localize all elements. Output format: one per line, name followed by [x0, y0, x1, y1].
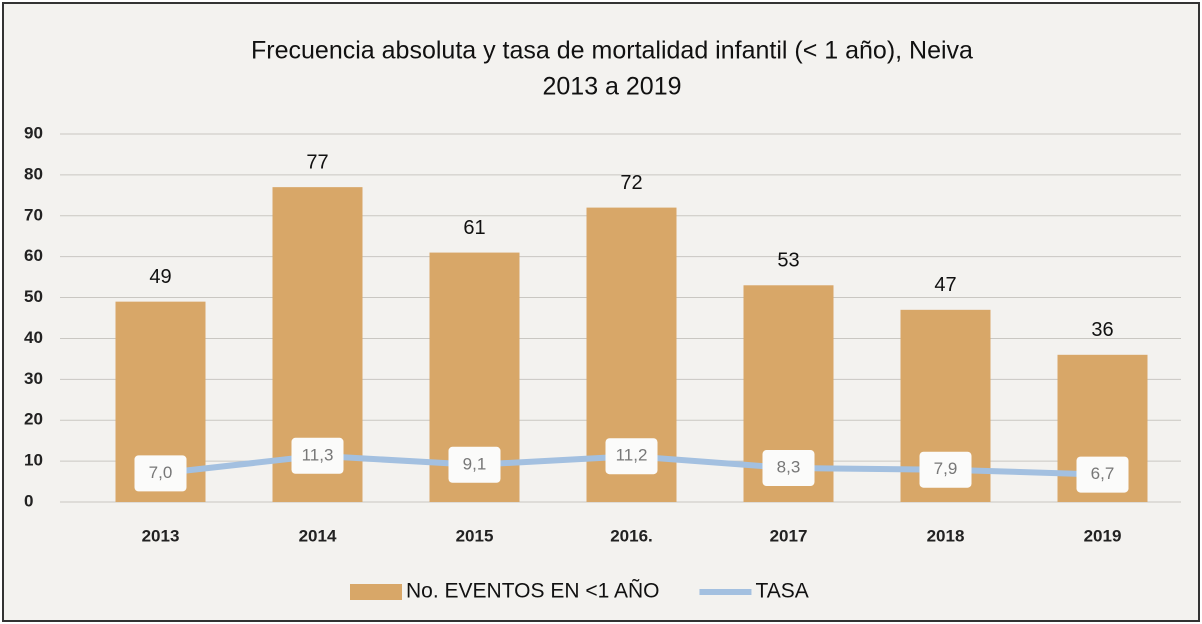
- chart-title: 2013 a 2019: [542, 73, 681, 101]
- bar-value-label: 49: [149, 266, 171, 288]
- bar-value-label: 77: [306, 151, 328, 173]
- bar-value-label: 72: [620, 172, 642, 194]
- bar-value-label: 36: [1091, 319, 1113, 341]
- y-tick-label: 90: [24, 123, 43, 142]
- point-value-label: 7,9: [934, 459, 958, 478]
- point-label-box: [605, 438, 658, 475]
- point-value-label: 9,1: [463, 454, 487, 473]
- y-tick-label: 70: [24, 205, 43, 224]
- legend-label: TASA: [755, 580, 808, 603]
- y-tick-label: 10: [24, 451, 43, 470]
- x-tick-label: 2016.: [610, 526, 653, 545]
- point-value-label: 8,3: [777, 458, 801, 477]
- x-tick-label: 2015: [456, 526, 494, 545]
- point-value-label: 11,2: [616, 446, 648, 465]
- point-value-label: 6,7: [1091, 464, 1115, 483]
- y-tick-label: 40: [24, 328, 43, 347]
- point-label-box: [762, 450, 815, 487]
- point-value-label: 11,3: [302, 445, 334, 464]
- y-tick-label: 30: [24, 369, 43, 388]
- point-label-box: [134, 455, 187, 492]
- x-tick-label: 2013: [142, 526, 180, 545]
- point-label-box: [448, 446, 501, 483]
- bar-value-label: 53: [777, 250, 799, 272]
- bar-value-label: 47: [934, 274, 956, 296]
- x-tick-label: 2017: [770, 526, 808, 545]
- point-label-box: [291, 437, 344, 474]
- x-tick-label: 2014: [299, 526, 337, 545]
- point-label-box: [1076, 456, 1129, 493]
- bar-value-label: 61: [463, 217, 485, 239]
- x-tick-label: 2019: [1084, 526, 1122, 545]
- point-label-box: [919, 451, 972, 488]
- y-tick-label: 50: [24, 287, 43, 306]
- legend-label: No. EVENTOS EN <1 AÑO: [406, 579, 659, 603]
- y-tick-label: 20: [24, 410, 43, 429]
- y-tick-label: 60: [24, 246, 43, 265]
- y-tick-label: 0: [24, 491, 33, 510]
- point-value-label: 7,0: [149, 463, 173, 482]
- x-tick-label: 2018: [927, 526, 965, 545]
- y-tick-label: 80: [24, 164, 43, 183]
- legend-swatch: [350, 584, 402, 600]
- chart-title: Frecuencia absoluta y tasa de mortalidad…: [251, 37, 973, 65]
